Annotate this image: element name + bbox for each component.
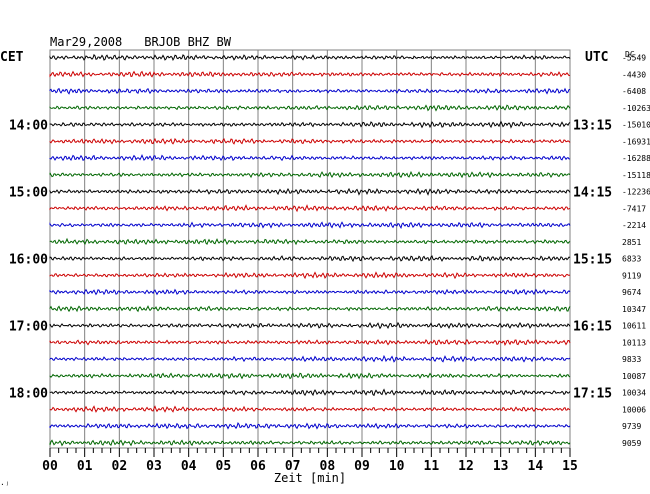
dc-offset-label: -15118 [622, 171, 650, 180]
x-tick-label: 15 [562, 459, 578, 474]
seismogram-trace [49, 53, 571, 61]
x-tick-label: 08 [320, 459, 336, 474]
seismogram-trace [49, 405, 571, 413]
x-tick-label: 12 [458, 459, 474, 474]
dc-offset-label: -15010 [622, 121, 650, 130]
seismogram-trace [49, 271, 571, 280]
seismogram-trace [49, 204, 571, 213]
utc-hour-label: 15:15 [573, 253, 612, 268]
seismogram-trace [49, 170, 571, 179]
cet-hour-label: 15:00 [9, 186, 48, 201]
corner-mark: ·ʲ [0, 480, 10, 489]
dc-offset-label: 10113 [622, 338, 646, 347]
dc-offset-label: 6833 [622, 255, 641, 264]
dc-offset-label: -16931 [622, 137, 650, 146]
x-tick-label: 05 [216, 459, 232, 474]
utc-hour-label: 14:15 [573, 186, 612, 201]
x-tick-label: 13 [493, 459, 509, 474]
seismogram-trace [49, 87, 571, 95]
grid-lines [49, 49, 571, 449]
seismogram-trace [49, 422, 571, 430]
seismogram-trace [49, 187, 571, 196]
dc-header-label: DC [625, 50, 635, 59]
dc-offset-label: -7417 [622, 204, 646, 213]
seismogram-trace [49, 104, 571, 112]
x-tick-label: 09 [354, 459, 370, 474]
plot-frame [49, 49, 571, 449]
dc-offset-label: -6408 [622, 87, 646, 96]
chart-title: Mar29,2008 BRJOB BHZ BW [50, 35, 232, 49]
x-tick-label: 02 [112, 459, 128, 474]
x-tick-label: 07 [285, 459, 301, 474]
x-tick-label: 00 [42, 459, 58, 474]
x-tick-label: 10 [389, 459, 405, 474]
dc-offset-label: 9739 [622, 422, 641, 431]
seismogram-trace [49, 70, 571, 78]
seismogram-trace [49, 372, 571, 380]
seismogram-trace [49, 120, 571, 129]
seismogram-trace [49, 137, 571, 145]
dc-offset-label: 9674 [622, 288, 641, 297]
cet-hour-label: 16:00 [9, 253, 48, 268]
x-tick-label: 06 [250, 459, 266, 474]
dc-offset-label: 10087 [622, 372, 646, 381]
seismogram-trace [49, 153, 571, 162]
cet-hour-labels: 14:00 15:00 16:00 17:00 18:00 [9, 119, 48, 402]
x-tick-label: 01 [77, 459, 93, 474]
dc-offset-label: -16288 [622, 154, 650, 163]
utc-hour-label: 17:15 [573, 387, 612, 402]
dc-offset-label: 9119 [622, 271, 641, 280]
x-tick-label: 11 [424, 459, 440, 474]
seismogram-trace [49, 321, 571, 330]
dc-offset-label: -4430 [622, 70, 646, 79]
dc-offset-label: 2851 [622, 238, 641, 247]
seismogram-trace [49, 338, 571, 346]
dc-offset-label: -10263 [622, 104, 650, 113]
cet-hour-label: 18:00 [9, 387, 48, 402]
utc-zone-label: UTC [585, 50, 608, 65]
utc-hour-label: 13:15 [573, 119, 612, 134]
cet-hour-label: 17:00 [9, 320, 48, 335]
utc-hour-labels: 13:15 14:15 15:15 16:15 17:15 [573, 119, 612, 402]
dc-offset-label: 10034 [622, 389, 646, 398]
seismogram-trace [49, 255, 571, 263]
date-label: Mar29,2008 [50, 35, 122, 49]
dc-offset-label: -5549 [622, 54, 646, 63]
cet-zone-label: CET [0, 50, 24, 65]
dc-offset-label: 10006 [622, 405, 646, 414]
seismogram-trace [49, 221, 571, 229]
dc-offset-label: -12236 [622, 188, 650, 197]
x-tick-label: 14 [528, 459, 544, 474]
x-axis-title: Zeit [min] [274, 471, 346, 485]
seismogram-trace [49, 388, 571, 397]
seismogram-trace [49, 288, 571, 296]
seismogram-trace [49, 237, 571, 246]
dc-offset-label: 9833 [622, 355, 641, 364]
dc-offset-label: 10347 [622, 305, 646, 314]
dc-offset-labels: -5549 -4430 -6408 -10263 -15010 -16931 -16288 -… [622, 54, 650, 448]
dc-offset-label: 10611 [622, 322, 646, 331]
x-tick-label: 03 [146, 459, 162, 474]
dc-offset-label: -2214 [622, 221, 646, 230]
seismogram-trace [49, 438, 571, 447]
cet-hour-label: 14:00 [9, 119, 48, 134]
trace-group [49, 53, 571, 447]
x-tick-label: 04 [181, 459, 197, 474]
seismogram-trace [49, 354, 571, 363]
seismogram-trace [49, 305, 571, 313]
x-axis: 00 01 02 03 04 05 06 07 08 09 10 11 12 13 14 15 [42, 448, 578, 474]
utc-hour-label: 16:15 [573, 320, 612, 335]
dc-offset-label: 9059 [622, 439, 641, 448]
station-label: BRJOB BHZ BW [144, 35, 231, 49]
